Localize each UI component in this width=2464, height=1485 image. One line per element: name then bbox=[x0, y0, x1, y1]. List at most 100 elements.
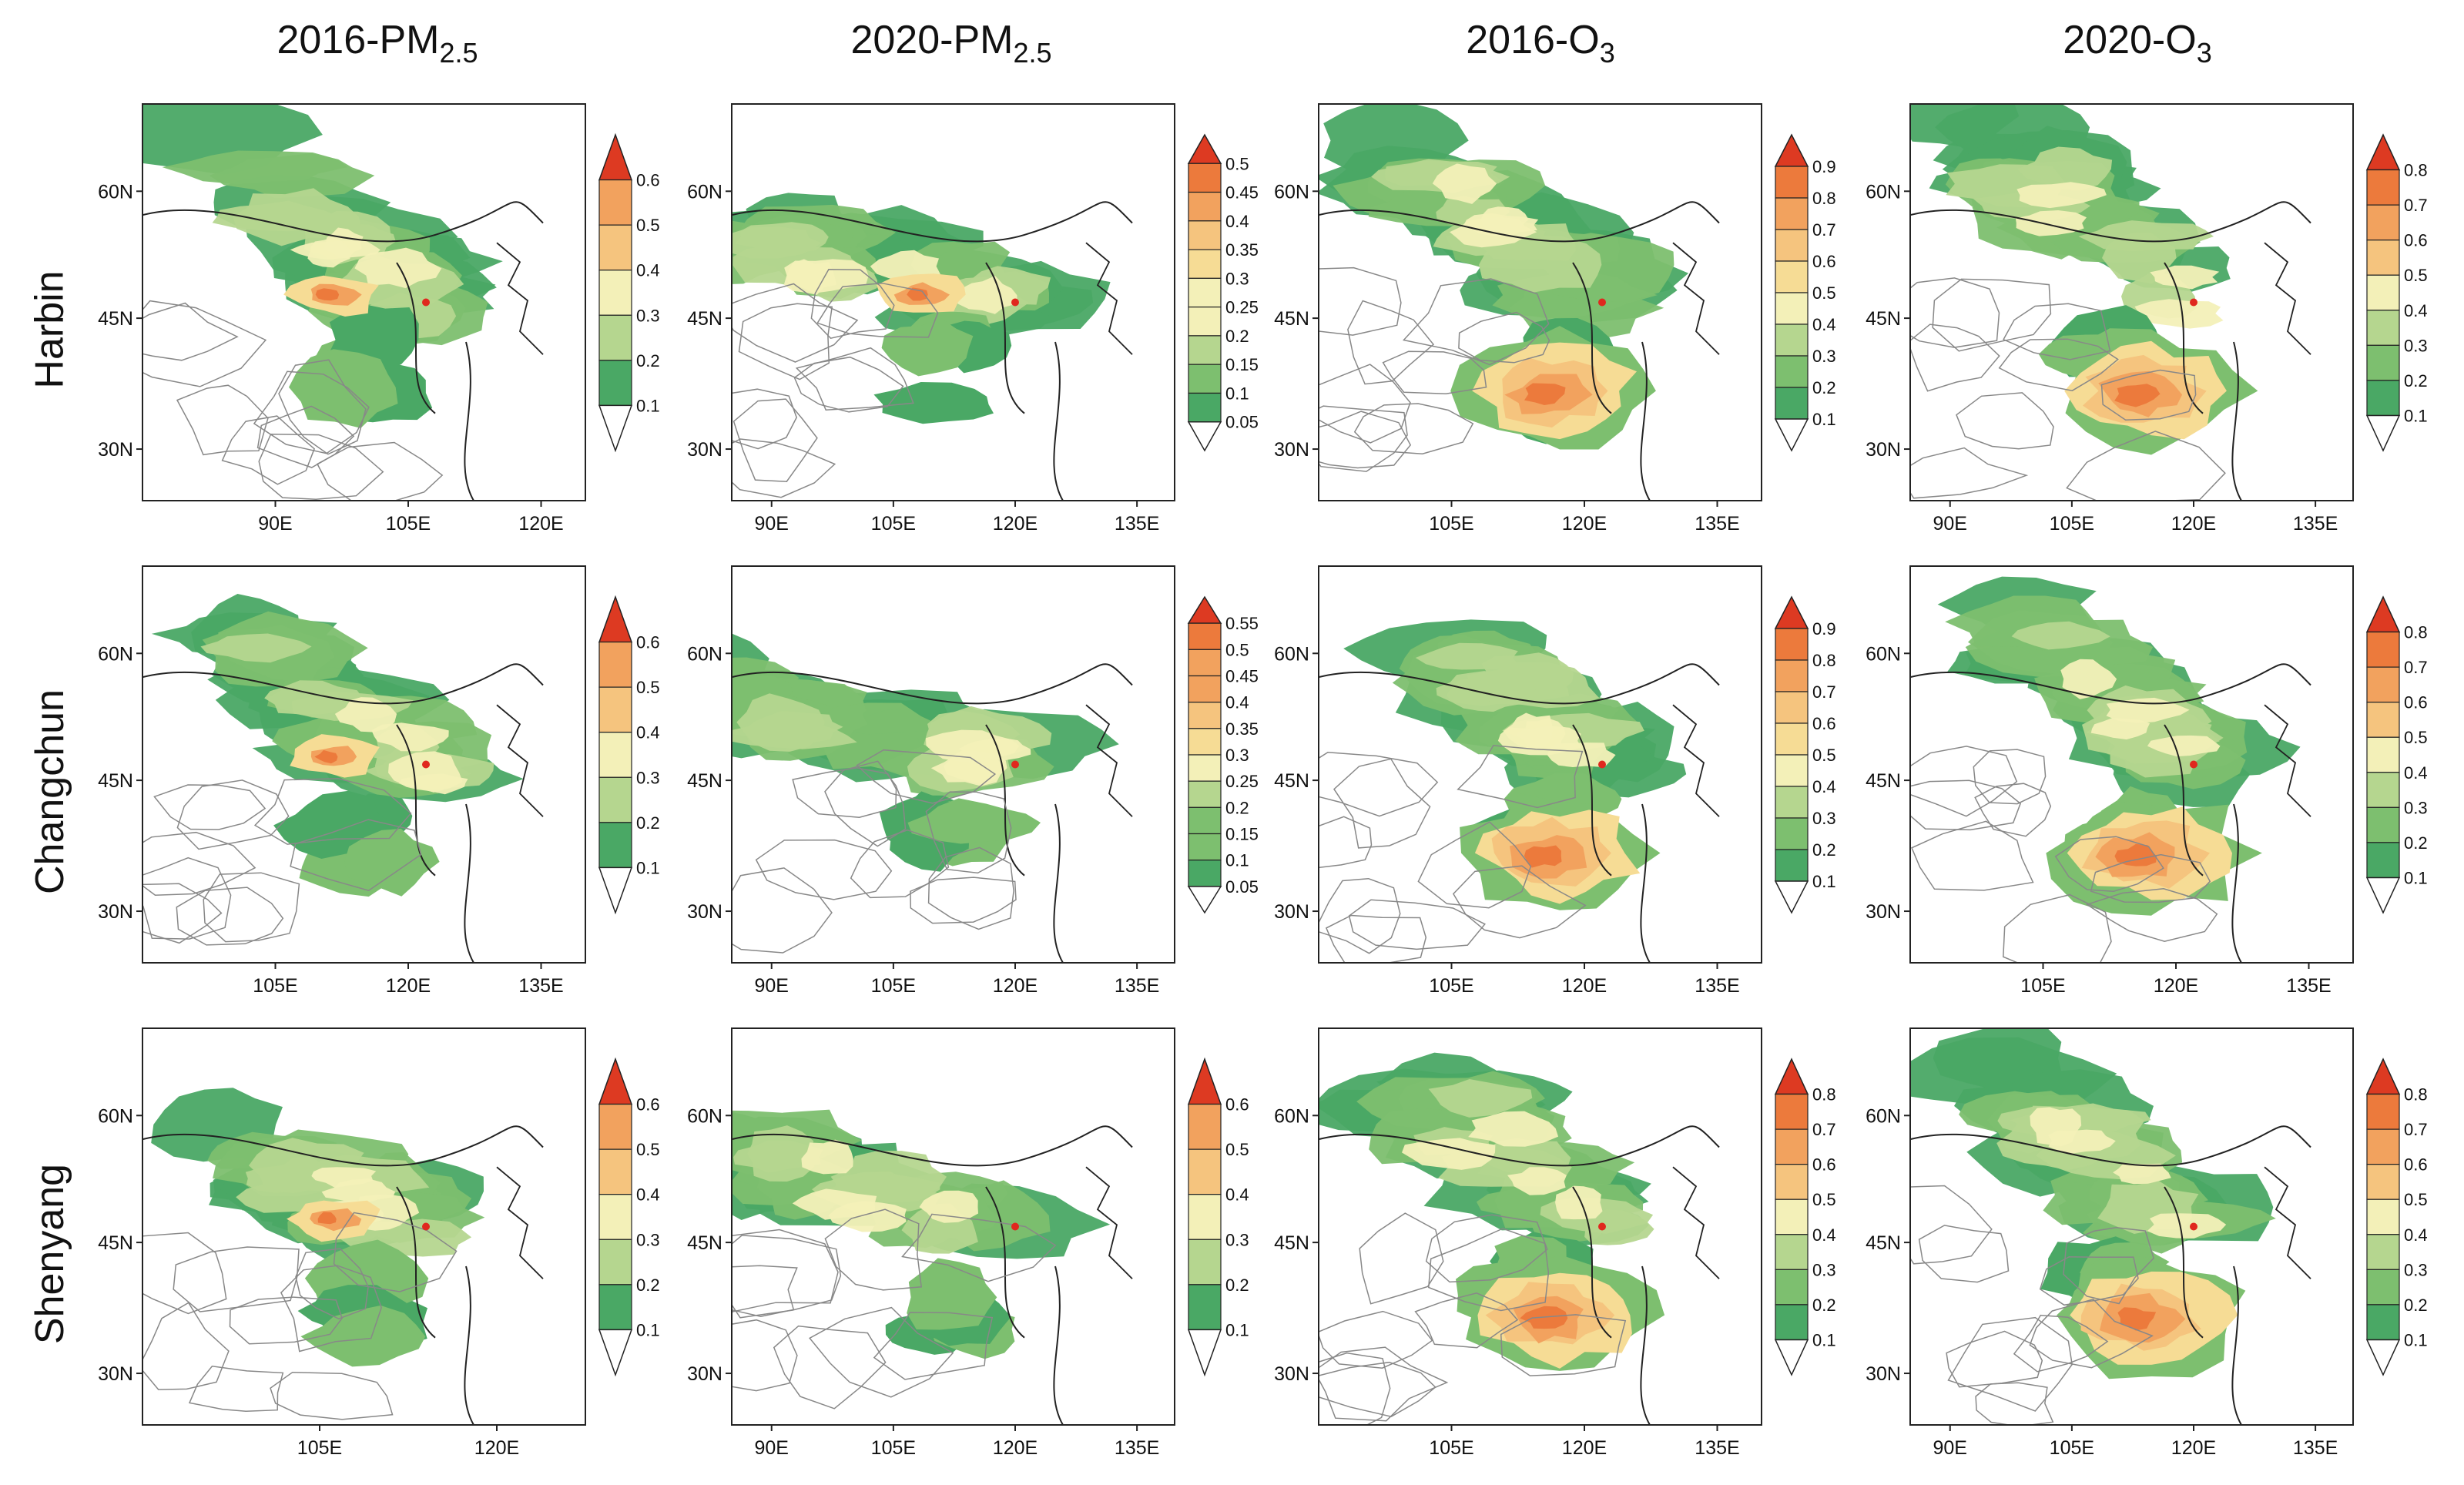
colorbar-label: 0.6 bbox=[636, 1095, 660, 1115]
colorbar-label: 0.2 bbox=[1225, 327, 1249, 346]
lat-tick-label: 60N bbox=[687, 643, 722, 665]
lon-tick-label: 135E bbox=[2293, 1437, 2338, 1459]
lat-tick-label: 30N bbox=[687, 1363, 722, 1385]
map-svg: 60N 45N 30N 105E 120E 0.6 0.5 0.4 0.3 0.2 0.1 bbox=[98, 1027, 660, 1459]
map-svg: 60N 45N 30N 105E 120E 135E 0.9 0.8 0.7 0.6 0.5 0.4 0… bbox=[1274, 565, 1836, 997]
lat-tick-label: 45N bbox=[1274, 1232, 1309, 1254]
colorbar-label: 0.2 bbox=[636, 351, 660, 370]
lat-tick-label: 45N bbox=[98, 308, 133, 330]
colorbar-label: 0.4 bbox=[636, 261, 660, 280]
colorbar-label: 0.2 bbox=[1812, 840, 1836, 860]
column-title-2020-o3: 2020-O3 bbox=[2063, 18, 2212, 69]
column-title-2016-pm25: 2016-PM2.5 bbox=[277, 18, 478, 69]
colorbar-label: 0.5 bbox=[1225, 1140, 1249, 1159]
map-svg: 60N 45N 30N 90E 105E 120E 135E 0.6 0.5 0.4 0.3 0.2 0… bbox=[687, 1027, 1249, 1459]
map-svg: 60N 45N 30N 90E 105E 120E 135E 0.8 0.7 0.6 0.5 0.4 0… bbox=[1866, 103, 2428, 535]
colorbar-label: 0.15 bbox=[1225, 825, 1259, 844]
colorbar-label: 0.1 bbox=[636, 396, 660, 415]
map-svg: 60N 45N 30N 105E 120E 135E 0.8 0.7 0.6 0.5 0.4 0.3 0… bbox=[1866, 565, 2428, 997]
colorbar-label: 0.7 bbox=[1812, 220, 1836, 240]
colorbar-label: 0.5 bbox=[2404, 266, 2428, 285]
colorbar-label: 0.5 bbox=[1812, 283, 1836, 303]
row-label-shenyang: Shenyang bbox=[28, 1163, 73, 1345]
colorbar-label: 0.4 bbox=[2404, 301, 2428, 320]
colorbar-label: 0.35 bbox=[1225, 240, 1259, 260]
lon-tick-label: 105E bbox=[1429, 513, 1473, 535]
map-panel-shenyang-2: 60N 45N 30N 90E 105E 120E 135E 0.6 0.5 0.4 0.3 0.2 0… bbox=[678, 1024, 1249, 1471]
lat-tick-label: 45N bbox=[1866, 308, 1901, 330]
colorbar-label: 0.3 bbox=[1225, 746, 1249, 765]
colorbar-label: 0.2 bbox=[1812, 378, 1836, 397]
colorbar-label: 0.4 bbox=[1225, 212, 1249, 231]
map-svg: 60N 45N 30N 105E 120E 135E 0.8 0.7 0.6 0.5 0.4 0.3 0… bbox=[1274, 1027, 1836, 1459]
map-panel-shenyang-3: 60N 45N 30N 105E 120E 135E 0.8 0.7 0.6 0.5 0.4 0.3 0… bbox=[1265, 1024, 1836, 1471]
lat-tick-label: 30N bbox=[687, 901, 722, 923]
colorbar-label: 0.8 bbox=[1812, 1085, 1836, 1105]
lat-tick-label: 45N bbox=[98, 1232, 133, 1254]
lat-tick-label: 30N bbox=[1274, 1363, 1309, 1385]
lon-tick-label: 105E bbox=[2050, 1437, 2094, 1459]
colorbar-label: 0.2 bbox=[1225, 1275, 1249, 1295]
row-label-changchun: Changchun bbox=[28, 689, 72, 894]
lat-tick-label: 60N bbox=[1866, 1105, 1901, 1127]
lon-tick-label: 90E bbox=[755, 1437, 789, 1459]
colorbar-label: 0.3 bbox=[2404, 336, 2428, 355]
lon-tick-label: 120E bbox=[2154, 975, 2198, 997]
lat-tick-label: 45N bbox=[98, 770, 133, 792]
colorbar-label: 0.3 bbox=[636, 306, 660, 325]
map-svg: 60N 45N 30N 90E 105E 120E 0.6 0.5 0.4 0.3 0.2 0.1 bbox=[98, 103, 660, 535]
lat-tick-label: 30N bbox=[1274, 901, 1309, 923]
lon-tick-label: 105E bbox=[871, 975, 916, 997]
lat-tick-label: 60N bbox=[1274, 181, 1309, 203]
lat-tick-label: 30N bbox=[1866, 439, 1901, 461]
colorbar-label: 0.6 bbox=[1812, 714, 1836, 733]
lat-tick-label: 60N bbox=[98, 643, 133, 665]
map-svg: 60N 45N 30N 90E 105E 120E 135E 0.8 0.7 0.6 0.5 0.4 0… bbox=[1866, 1027, 2428, 1459]
lon-tick-label: 90E bbox=[1933, 1437, 1967, 1459]
colorbar-label: 0.55 bbox=[1225, 614, 1259, 633]
lon-tick-label: 105E bbox=[1429, 975, 1473, 997]
colorbar-label: 0.15 bbox=[1225, 355, 1259, 374]
colorbar-label: 0.5 bbox=[1225, 640, 1249, 659]
lon-tick-label: 105E bbox=[871, 513, 916, 535]
colorbar-label: 0.1 bbox=[1225, 851, 1249, 870]
colorbar-label: 0.4 bbox=[1812, 777, 1836, 796]
colorbar-label: 0.3 bbox=[2404, 1260, 2428, 1279]
lon-tick-label: 135E bbox=[1115, 513, 1159, 535]
lat-tick-label: 60N bbox=[687, 181, 722, 203]
lon-tick-label: 120E bbox=[1562, 975, 1607, 997]
lat-tick-label: 30N bbox=[1866, 1363, 1901, 1385]
lat-tick-label: 60N bbox=[98, 1105, 133, 1127]
lon-tick-label: 120E bbox=[1562, 1437, 1607, 1459]
colorbar-label: 0.6 bbox=[1812, 1155, 1836, 1175]
colorbar-label: 0.3 bbox=[2404, 798, 2428, 817]
lon-tick-label: 135E bbox=[2286, 975, 2331, 997]
colorbar-label: 0.6 bbox=[1812, 252, 1836, 271]
lon-tick-label: 120E bbox=[386, 975, 431, 997]
colorbar-label: 0.3 bbox=[636, 1230, 660, 1249]
lon-tick-label: 135E bbox=[2293, 513, 2338, 535]
colorbar-label: 0.4 bbox=[636, 1185, 660, 1205]
colorbar-label: 0.05 bbox=[1225, 413, 1259, 432]
map-svg: 60N 45N 30N 90E 105E 120E 135E 0.5 0.45 0.4 0.35 0.… bbox=[687, 103, 1259, 535]
lat-tick-label: 60N bbox=[687, 1105, 722, 1127]
lat-tick-label: 45N bbox=[1274, 308, 1309, 330]
colorbar-label: 0.4 bbox=[1225, 1185, 1249, 1205]
lon-tick-label: 105E bbox=[386, 513, 431, 535]
colorbar-label: 0.25 bbox=[1225, 772, 1259, 791]
colorbar-label: 0.8 bbox=[2404, 161, 2428, 180]
colorbar-label: 0.6 bbox=[636, 633, 660, 652]
lat-tick-label: 45N bbox=[1866, 1232, 1901, 1254]
lon-tick-label: 135E bbox=[1695, 513, 1739, 535]
colorbar-label: 0.4 bbox=[2404, 1225, 2428, 1245]
map-panel-changchun-1: 60N 45N 30N 105E 120E 135E 0.6 0.5 0.4 0.3 0.2 0.1 bbox=[89, 562, 660, 1009]
lon-tick-label: 135E bbox=[1115, 975, 1159, 997]
map-panel-changchun-2: 60N 45N 30N 90E 105E 120E 135E 0.55 0.5 0.45 0.4 0.… bbox=[678, 562, 1259, 1009]
colorbar-label: 0.3 bbox=[1225, 1230, 1249, 1249]
lon-tick-label: 105E bbox=[2050, 513, 2094, 535]
lon-tick-label: 120E bbox=[993, 513, 1038, 535]
colorbar-label: 0.4 bbox=[1812, 315, 1836, 334]
map-panel-changchun-3: 60N 45N 30N 105E 120E 135E 0.9 0.8 0.7 0.6 0.5 0.4 0… bbox=[1265, 562, 1836, 1009]
lon-tick-label: 90E bbox=[755, 975, 789, 997]
lat-tick-label: 30N bbox=[1274, 439, 1309, 461]
